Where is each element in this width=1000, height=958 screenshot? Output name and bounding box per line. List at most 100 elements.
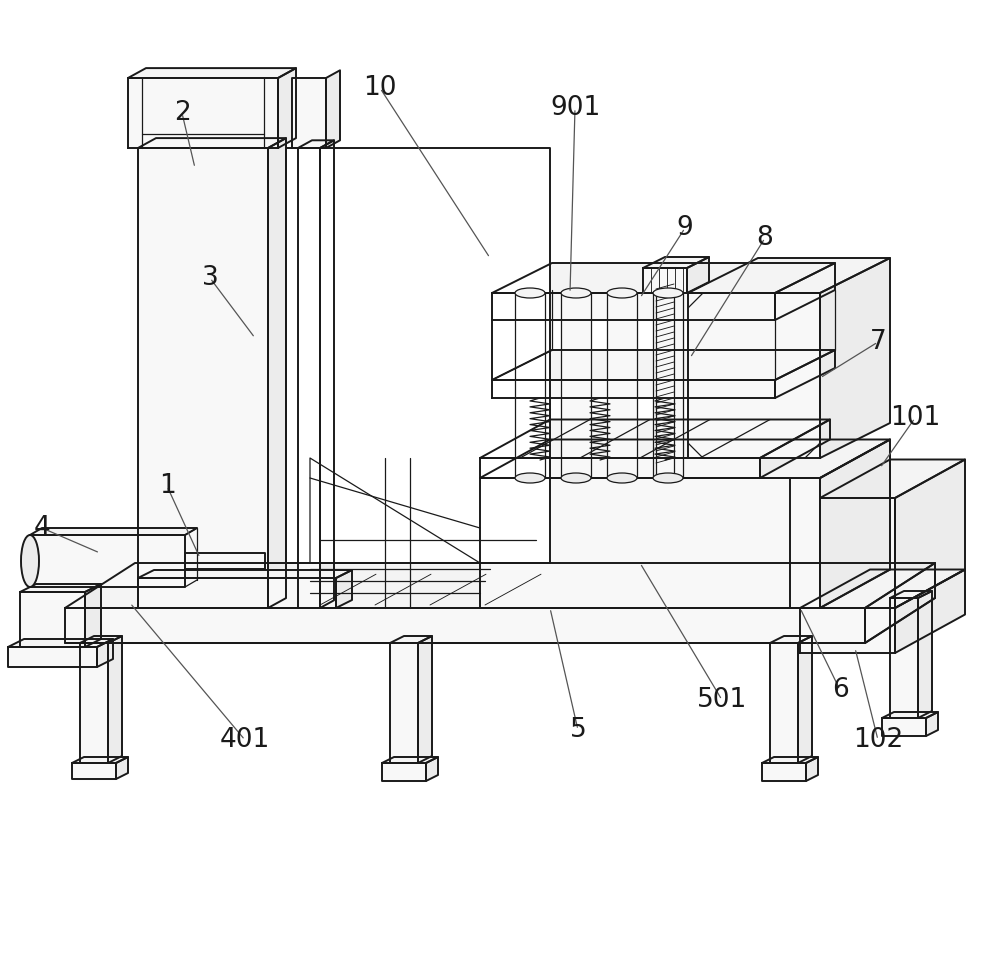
Polygon shape [326, 70, 340, 148]
Polygon shape [72, 763, 116, 779]
Text: 901: 901 [550, 95, 600, 121]
Text: 101: 101 [890, 405, 940, 431]
Text: 6: 6 [832, 677, 848, 703]
Polygon shape [820, 258, 890, 458]
Polygon shape [770, 636, 812, 643]
Polygon shape [138, 138, 286, 148]
Polygon shape [643, 268, 687, 293]
Polygon shape [515, 293, 545, 478]
Polygon shape [480, 440, 890, 478]
Polygon shape [8, 639, 113, 647]
Polygon shape [492, 263, 835, 293]
Polygon shape [138, 578, 336, 608]
Polygon shape [310, 458, 480, 563]
Polygon shape [882, 712, 938, 718]
Polygon shape [775, 263, 835, 320]
Ellipse shape [21, 535, 39, 587]
Polygon shape [72, 757, 128, 763]
Polygon shape [762, 763, 806, 781]
Text: 9: 9 [677, 215, 693, 241]
Polygon shape [382, 757, 438, 763]
Polygon shape [492, 350, 835, 380]
Polygon shape [20, 584, 101, 592]
Polygon shape [418, 636, 432, 763]
Polygon shape [116, 757, 128, 779]
Polygon shape [760, 420, 830, 478]
Text: 3: 3 [202, 265, 218, 291]
Polygon shape [65, 563, 935, 608]
Polygon shape [770, 643, 798, 763]
Polygon shape [820, 460, 965, 498]
Polygon shape [97, 639, 113, 667]
Text: 4: 4 [34, 515, 50, 541]
Polygon shape [8, 647, 97, 667]
Polygon shape [480, 420, 830, 458]
Polygon shape [775, 350, 835, 398]
Ellipse shape [515, 473, 545, 483]
Ellipse shape [515, 288, 545, 298]
Polygon shape [890, 591, 932, 598]
Polygon shape [128, 78, 278, 148]
Polygon shape [865, 563, 935, 643]
Text: 7: 7 [870, 329, 886, 355]
Polygon shape [138, 570, 352, 578]
Polygon shape [643, 257, 709, 268]
Polygon shape [798, 636, 812, 763]
Polygon shape [653, 293, 683, 478]
Polygon shape [390, 636, 432, 643]
Polygon shape [30, 535, 185, 587]
Polygon shape [918, 591, 932, 718]
Polygon shape [820, 498, 895, 608]
Polygon shape [820, 440, 890, 608]
Ellipse shape [607, 288, 637, 298]
Polygon shape [688, 258, 890, 293]
Polygon shape [895, 569, 965, 653]
Polygon shape [800, 569, 965, 608]
Polygon shape [80, 636, 122, 643]
Text: 102: 102 [853, 727, 903, 753]
Polygon shape [278, 68, 296, 148]
Text: 10: 10 [363, 75, 397, 101]
Polygon shape [480, 478, 820, 608]
Polygon shape [607, 293, 637, 478]
Polygon shape [426, 757, 438, 781]
Polygon shape [65, 608, 865, 643]
Polygon shape [298, 148, 320, 608]
Polygon shape [492, 293, 775, 320]
Polygon shape [656, 293, 674, 478]
Ellipse shape [607, 473, 637, 483]
Polygon shape [128, 68, 296, 78]
Polygon shape [336, 570, 352, 608]
Polygon shape [687, 257, 709, 293]
Polygon shape [800, 608, 895, 653]
Text: 501: 501 [697, 687, 747, 713]
Ellipse shape [561, 288, 591, 298]
Polygon shape [390, 643, 418, 763]
Polygon shape [480, 458, 760, 478]
Text: 8: 8 [757, 225, 773, 251]
Text: 5: 5 [570, 717, 586, 743]
Polygon shape [926, 712, 938, 736]
Polygon shape [85, 584, 101, 647]
Polygon shape [762, 757, 818, 763]
Polygon shape [286, 148, 550, 563]
Polygon shape [292, 78, 326, 148]
Polygon shape [382, 763, 426, 781]
Polygon shape [895, 460, 965, 608]
Polygon shape [320, 140, 334, 608]
Polygon shape [820, 440, 890, 608]
Polygon shape [20, 592, 85, 647]
Text: 401: 401 [220, 727, 270, 753]
Ellipse shape [653, 473, 683, 483]
Polygon shape [806, 757, 818, 781]
Polygon shape [688, 293, 820, 458]
Polygon shape [298, 140, 334, 148]
Polygon shape [268, 138, 286, 608]
Text: 2: 2 [174, 100, 190, 126]
Polygon shape [561, 293, 591, 478]
Polygon shape [890, 598, 918, 718]
Polygon shape [492, 380, 775, 398]
Text: 1: 1 [159, 473, 175, 499]
Polygon shape [185, 553, 265, 569]
Polygon shape [882, 718, 926, 736]
